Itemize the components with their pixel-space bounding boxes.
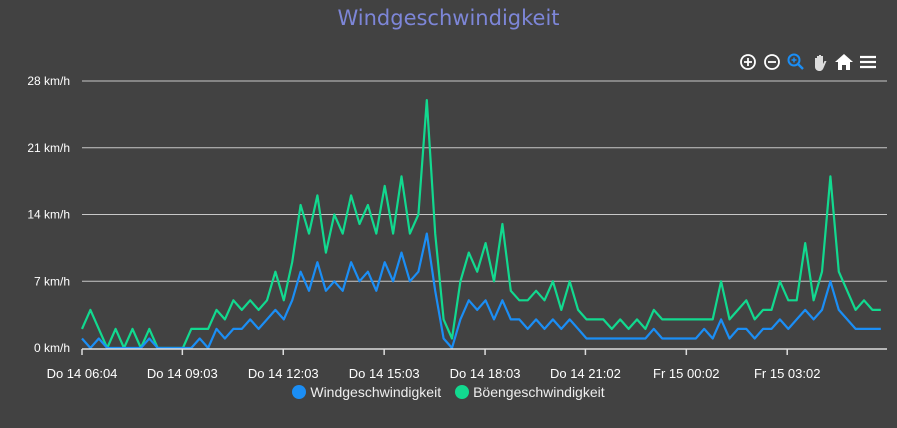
y-tick-label: 14 km/h xyxy=(27,208,70,222)
pan-hand-icon[interactable] xyxy=(810,52,830,72)
series-line-wind xyxy=(81,232,881,350)
chart-plot: 0 km/h 7 km/h 14 km/h 21 km/h 28 km/h Do 14 … xyxy=(27,74,887,380)
legend-item-gust[interactable]: Böengeschwindigkeit xyxy=(455,384,605,400)
y-tick-label: 21 km/h xyxy=(27,141,70,155)
legend-label: Böengeschwindigkeit xyxy=(473,384,605,400)
series-line-gust xyxy=(80,99,881,350)
legend-label: Windgeschwindigkeit xyxy=(310,384,442,400)
legend-item-wind[interactable]: Windgeschwindigkeit xyxy=(292,384,441,400)
x-tick-label: Fr 15 03:02 xyxy=(754,366,821,380)
x-tick-label: Do 14 09:03 xyxy=(147,366,218,380)
home-reset-icon[interactable] xyxy=(834,52,854,72)
y-tick-label: 28 km/h xyxy=(27,74,70,88)
x-tick-label: Do 14 18:03 xyxy=(450,366,521,380)
chart-toolbar xyxy=(738,52,878,72)
zoom-select-icon[interactable] xyxy=(786,52,806,72)
zoom-in-icon[interactable] xyxy=(738,52,758,72)
x-tick-label: Do 14 06:04 xyxy=(47,366,118,380)
x-tick-label: Do 14 21:02 xyxy=(550,366,621,380)
legend: Windgeschwindigkeit Böengeschwindigkeit xyxy=(0,384,897,400)
x-tick-label: Do 14 15:03 xyxy=(349,366,420,380)
legend-marker-wind xyxy=(292,385,307,399)
y-tick-label: 0 km/h xyxy=(34,341,70,355)
menu-icon[interactable] xyxy=(858,52,878,72)
y-tick-label: 7 km/h xyxy=(34,274,70,288)
x-tick-label: Do 14 12:03 xyxy=(248,366,319,380)
zoom-out-icon[interactable] xyxy=(762,52,782,72)
legend-marker-gust xyxy=(455,385,470,399)
x-tick-label: Fr 15 00:02 xyxy=(653,366,720,380)
chart-title: Windgeschwindigkeit xyxy=(337,6,560,30)
